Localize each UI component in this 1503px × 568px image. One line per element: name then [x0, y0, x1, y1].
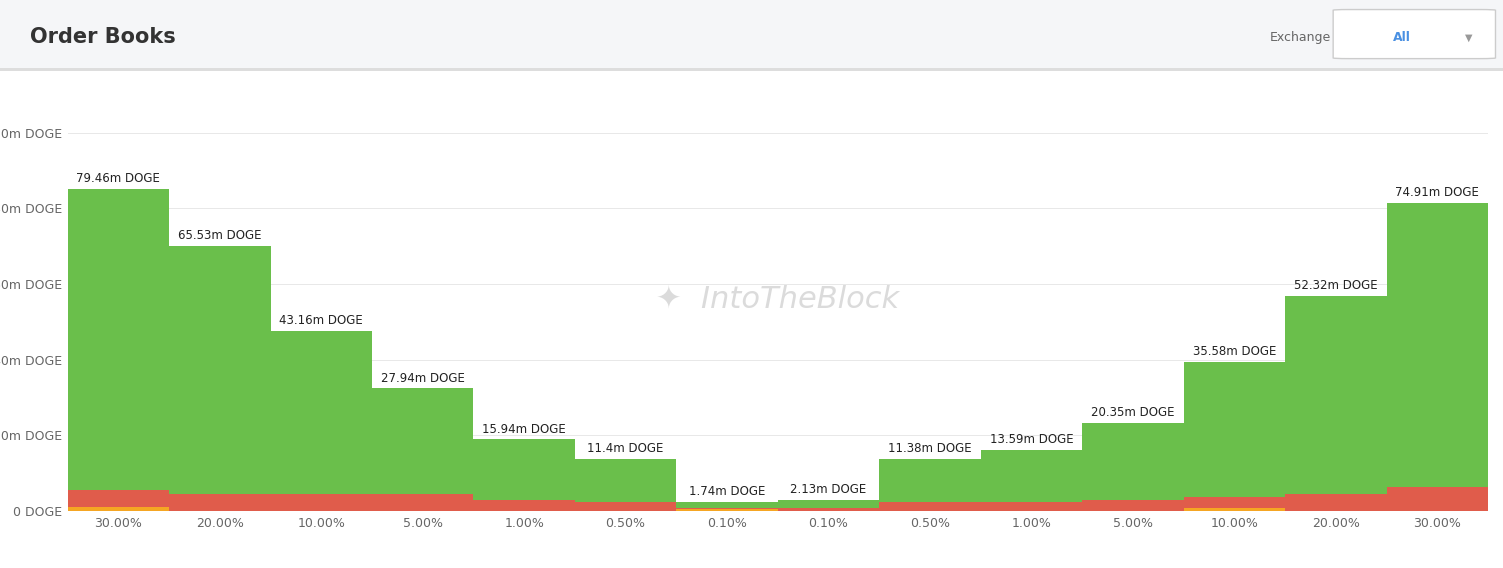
- Text: Order Books: Order Books: [30, 27, 176, 48]
- Bar: [779, 500, 879, 508]
- Bar: [271, 494, 371, 511]
- Bar: [980, 450, 1082, 502]
- Text: Exchange: Exchange: [1270, 31, 1332, 44]
- Text: 27.94m DOGE: 27.94m DOGE: [380, 371, 464, 385]
- Text: 13.59m DOGE: 13.59m DOGE: [989, 433, 1073, 446]
- Bar: [980, 502, 1082, 511]
- Bar: [271, 331, 371, 494]
- Text: All: All: [1393, 31, 1411, 44]
- Bar: [1184, 362, 1285, 497]
- Bar: [168, 494, 271, 511]
- Bar: [1184, 497, 1285, 508]
- Text: 74.91m DOGE: 74.91m DOGE: [1395, 186, 1479, 199]
- Bar: [1082, 423, 1184, 500]
- FancyBboxPatch shape: [1333, 10, 1495, 59]
- Bar: [879, 458, 980, 502]
- Text: 43.16m DOGE: 43.16m DOGE: [280, 314, 364, 327]
- Bar: [1386, 203, 1488, 487]
- Bar: [371, 389, 473, 494]
- Text: ▼: ▼: [1465, 32, 1473, 43]
- Bar: [168, 246, 271, 494]
- Text: 52.32m DOGE: 52.32m DOGE: [1294, 279, 1378, 293]
- Text: 65.53m DOGE: 65.53m DOGE: [177, 229, 262, 242]
- Bar: [574, 458, 676, 502]
- Text: 35.58m DOGE: 35.58m DOGE: [1193, 345, 1276, 358]
- Bar: [676, 502, 779, 508]
- Text: 11.38m DOGE: 11.38m DOGE: [888, 442, 972, 455]
- Bar: [473, 500, 574, 511]
- Bar: [1285, 494, 1386, 511]
- Bar: [676, 508, 779, 509]
- Bar: [473, 440, 574, 500]
- Text: ✦  IntoTheBlock: ✦ IntoTheBlock: [657, 284, 899, 313]
- Bar: [371, 494, 473, 511]
- Bar: [68, 490, 168, 507]
- Bar: [1082, 500, 1184, 511]
- Bar: [1184, 508, 1285, 511]
- Bar: [1386, 487, 1488, 511]
- Text: 1.74m DOGE: 1.74m DOGE: [688, 485, 765, 498]
- Text: 79.46m DOGE: 79.46m DOGE: [77, 172, 161, 185]
- Bar: [879, 502, 980, 511]
- Text: 20.35m DOGE: 20.35m DOGE: [1091, 406, 1175, 419]
- Bar: [574, 502, 676, 511]
- Bar: [68, 189, 168, 490]
- Text: 15.94m DOGE: 15.94m DOGE: [482, 423, 567, 436]
- Text: 2.13m DOGE: 2.13m DOGE: [791, 483, 867, 496]
- Bar: [1285, 296, 1386, 494]
- Bar: [68, 507, 168, 511]
- Text: 11.4m DOGE: 11.4m DOGE: [588, 442, 664, 455]
- Bar: [779, 508, 879, 511]
- Bar: [676, 509, 779, 511]
